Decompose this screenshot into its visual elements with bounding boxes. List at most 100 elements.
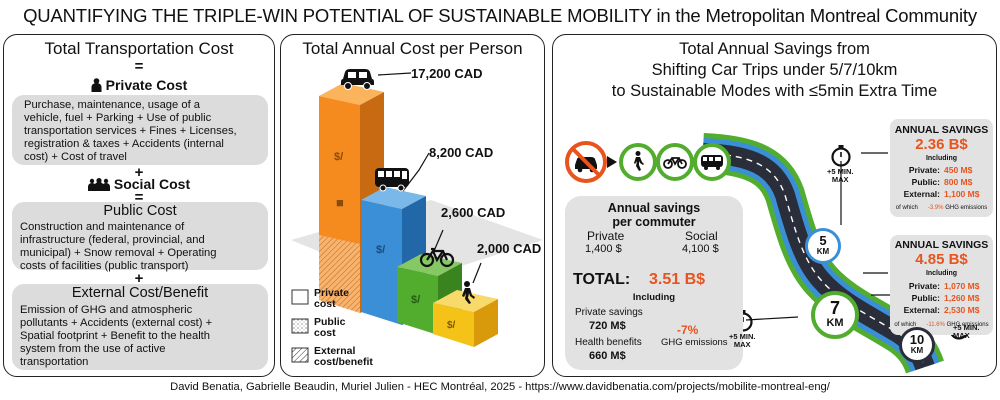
right-title-line: to Sustainable Modes with ≤5min Extra Ti… — [611, 82, 938, 100]
health-benefits-value: 660 M$ — [589, 350, 626, 362]
right-panel-title: Total Annual Savings from Shifting Car T… — [553, 39, 996, 102]
private-cost-title: Private Cost — [105, 77, 188, 93]
commuter-private-label: Private — [587, 229, 625, 243]
savings-header: ANNUAL SAVINGS — [894, 124, 989, 136]
panel-transportation-cost: Total Transportation Cost = Private Cost… — [3, 34, 275, 377]
public-cost-box: Public Cost Construction and maintenance… — [12, 202, 268, 272]
person-icon — [91, 78, 102, 95]
private-cost-line: Purchase, maintenance, usage of a — [24, 99, 201, 111]
leader-line — [472, 262, 482, 284]
middle-panel-title: Total Annual Cost per Person — [302, 39, 523, 58]
commuter-total-value: 3.51 B$ — [649, 271, 706, 288]
external-cost-line: system from the use of active — [20, 343, 166, 355]
savings-row-external: External: 2,530 M$ — [903, 305, 980, 315]
savings-value: 2.36 B$ — [915, 136, 968, 153]
public-cost-line: Construction and maintenance of — [20, 221, 185, 233]
public-cost-line: municipal) + Snow removal + Operating — [20, 247, 217, 259]
walk-icon — [634, 151, 644, 171]
bicycle-icon — [419, 247, 455, 268]
external-cost-line: transportation — [20, 356, 89, 368]
bar-walk: $/ — [433, 290, 498, 347]
private-cost-line: cost) + Cost of travel — [24, 151, 127, 163]
savings-row-public: Public: 1,260 M$ — [911, 293, 980, 303]
ghg-reduction-value: -7% — [677, 323, 699, 337]
footer-credits: David Benatia, Gabrielle Beaudin, Muriel… — [170, 381, 830, 393]
external-cost-line: Emission of GHG and atmospheric — [20, 304, 193, 316]
arrow-icon — [607, 156, 617, 168]
private-cost-line: vehicle, fuel + Parking + Use of public — [24, 112, 212, 124]
timer-label: +5 MIN. MAX — [953, 323, 980, 340]
km-marker-5: 5 KM — [805, 228, 841, 264]
bar-label-car: 17,200 CAD — [411, 66, 483, 81]
savings-including: Including — [925, 155, 958, 162]
svg-text:■: ■ — [336, 195, 344, 210]
connector-line — [745, 316, 799, 321]
legend-public-swatch — [291, 318, 309, 334]
left-panel-title: Total Transportation Cost — [44, 39, 234, 58]
commuter-total-label: TOTAL: — [573, 271, 631, 288]
commuter-social-value: 4,100 $ — [682, 243, 719, 255]
commuter-social-label: Social — [685, 229, 718, 243]
leader-line — [433, 229, 444, 252]
plus-sign: + — [134, 270, 144, 287]
private-cost-box: Purchase, maintenance, usage of a vehicl… — [12, 95, 268, 165]
savings-row-private: Private: 1,070 M$ — [908, 281, 980, 291]
private-cost-header: Private Cost — [4, 77, 274, 95]
savings-row-external: External: 1,100 M$ — [903, 189, 980, 199]
external-cost-box: External Cost/Benefit Emission of GHG an… — [12, 284, 268, 370]
savings-row-public: Public: 800 M$ — [911, 177, 973, 187]
savings-header: ANNUAL SAVINGS — [894, 239, 989, 251]
main-title: QUANTIFYING THE TRIPLE-WIN POTENTIAL OF … — [23, 5, 977, 26]
savings-ghg: of which -11.6% GHG emissions — [894, 322, 989, 328]
panel-annual-savings: Total Annual Savings from Shifting Car T… — [552, 34, 997, 377]
svg-text:$/: $/ — [411, 294, 420, 306]
public-cost-title: Public Cost — [103, 203, 177, 219]
equals-sign: = — [134, 189, 144, 206]
km-marker-7: 7 KM — [811, 291, 859, 339]
legend-private-swatch — [291, 289, 309, 305]
annual-cost-3d-bars: $/ ■ $/ $/ $/ — [291, 69, 543, 363]
group-icon — [87, 178, 110, 194]
private-savings-value: 720 M$ — [589, 320, 626, 332]
private-cost-line: transportation services + Fines + Licens… — [24, 125, 237, 137]
panel-annual-cost: Total Annual Cost per Person $/ ■ $/ — [280, 34, 545, 377]
commuter-savings-box: Annual savings per commuter Private 1,400… — [565, 196, 743, 370]
bus-icon — [375, 168, 409, 192]
svg-text:$/: $/ — [376, 244, 385, 256]
right-title-line: Shifting Car Trips under 5/7/10km — [651, 61, 898, 79]
savings-row-private: Private: 450 M$ — [908, 165, 973, 175]
bike-icon — [663, 157, 687, 169]
pedestrian-icon — [462, 281, 475, 304]
bus-small-icon — [701, 155, 723, 170]
right-title-line: Total Annual Savings from — [679, 40, 870, 58]
km-marker-10: 10 KM — [899, 327, 935, 363]
savings-value: 4.85 B$ — [915, 251, 968, 268]
timer-label: +5 MIN. MAX — [729, 332, 756, 349]
commuter-private-value: 1,400 $ — [585, 243, 622, 255]
leader-line — [377, 72, 412, 76]
private-savings-label: Private savings — [575, 307, 643, 318]
external-cost-line: Spatial footprint + Benefit to the healt… — [20, 330, 211, 342]
svg-text:$/: $/ — [447, 320, 456, 331]
commuter-title: Annual savings per commuter — [607, 201, 701, 229]
legend-external-swatch — [291, 347, 309, 363]
bar-label-walk: 2,000 CAD — [477, 241, 542, 256]
savings-including: Including — [925, 270, 958, 277]
external-cost-title: External Cost/Benefit — [71, 285, 209, 301]
external-cost-line: pollutants + Accidents (external cost) + — [20, 317, 213, 329]
timer-label: +5 MIN. MAX — [827, 167, 854, 184]
public-cost-line: infrastructure (federal, provincial, and — [20, 234, 205, 246]
plus-sign: + — [134, 164, 144, 181]
svg-text:$/: $/ — [334, 151, 343, 163]
legend-private-label: Private cost — [314, 287, 350, 310]
bar-label-bus: 8,200 CAD — [429, 145, 494, 160]
annual-savings-box-7km: ANNUAL SAVINGS 4.85 B$ Including Private… — [890, 235, 993, 335]
public-cost-line: costs of facilities (public transport) — [20, 260, 189, 272]
ghg-reduction-label: GHG emissions — [661, 337, 728, 348]
legend-external-label: External cost/benefit — [314, 345, 373, 368]
social-cost-title: Social Cost — [113, 176, 191, 192]
legend-public-label: Public cost — [314, 316, 346, 339]
private-cost-line: registration & taxes + Accidents (intern… — [24, 138, 224, 150]
savings-ghg: of which -3.9% GHG emissions — [895, 205, 988, 211]
social-cost-header: Social Cost — [4, 176, 274, 194]
